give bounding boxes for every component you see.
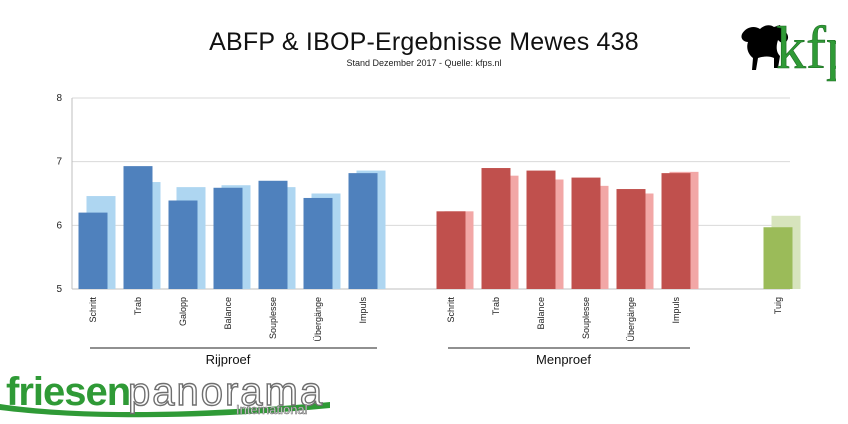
x-tick-label: Impuls (671, 297, 681, 324)
logo-text-panorama: panorama (127, 369, 325, 414)
group-label: Rijproef (206, 352, 251, 367)
value-bar (78, 212, 108, 289)
x-tick-label: Balance (536, 297, 546, 330)
x-tick-label: Souplesse (268, 297, 278, 339)
value-bar (303, 197, 333, 289)
logo-text-friesen: friesen (6, 370, 131, 414)
friesenpanorama-logo: friesen panorama International (0, 369, 340, 420)
x-tick-label: Schritt (446, 297, 456, 323)
y-tick-label: 8 (56, 93, 62, 104)
y-tick-label: 6 (56, 220, 62, 231)
x-tick-label: Impuls (358, 297, 368, 324)
x-tick-label: Übergänge (626, 297, 636, 342)
x-tick-label: Übergänge (313, 297, 323, 342)
logo-text-international: International (236, 402, 308, 418)
x-tick-label: Balance (223, 297, 233, 330)
value-bar (123, 166, 153, 289)
value-bar (348, 173, 378, 289)
chart-title: ABFP & IBOP-Ergebnisse Mewes 438 (209, 28, 639, 56)
x-tick-label: Galopp (178, 297, 188, 326)
value-bar (481, 168, 511, 289)
value-bar (213, 187, 243, 289)
value-bar (571, 177, 601, 289)
x-tick-label: Schritt (88, 297, 98, 323)
value-bar (763, 227, 793, 289)
x-tick-label: Souplesse (581, 297, 591, 339)
kfps-logo-letters: kfp (776, 15, 836, 81)
y-tick-label: 5 (56, 284, 62, 295)
horse-icon (741, 25, 789, 70)
chart-subtitle: Stand Dezember 2017 - Quelle: kfps.nl (346, 58, 502, 68)
value-bar (168, 200, 198, 289)
value-bar (661, 173, 691, 289)
x-tick-label: Trab (491, 297, 501, 315)
kfps-logo: kfp (741, 15, 836, 81)
value-bar (526, 170, 556, 289)
x-tick-label: Tuig (773, 297, 783, 314)
value-bar (616, 189, 646, 289)
value-bar (258, 180, 288, 289)
group-label: Menproef (536, 352, 591, 367)
x-tick-label: Trab (133, 297, 143, 315)
y-tick-label: 7 (56, 157, 62, 168)
value-bar (436, 211, 466, 289)
logo-swoosh (0, 402, 330, 418)
